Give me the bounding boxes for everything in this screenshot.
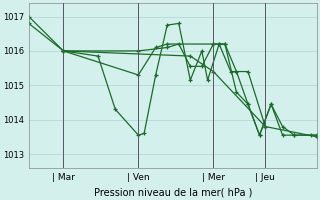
X-axis label: Pression niveau de la mer( hPa ): Pression niveau de la mer( hPa ) bbox=[94, 187, 252, 197]
